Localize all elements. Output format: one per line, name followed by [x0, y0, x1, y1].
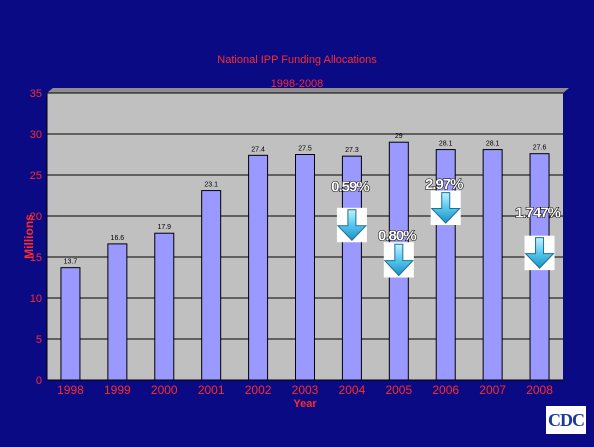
- x-tick-label: 2004: [339, 383, 366, 397]
- plot-top-edge: [47, 88, 569, 93]
- data-label: 27.4: [251, 146, 265, 153]
- y-tick-label: 30: [30, 129, 42, 141]
- percent-label: 2.97%: [425, 176, 463, 193]
- x-tick-label: 2007: [479, 383, 506, 397]
- y-tick-label: 15: [30, 252, 42, 264]
- data-label: 27.6: [533, 145, 547, 152]
- y-tick-label: 0: [36, 375, 42, 387]
- cdc-logo: CDC: [545, 405, 587, 435]
- percent-label: 1.747%: [515, 205, 561, 222]
- y-tick-label: 20: [30, 211, 42, 223]
- down-arrow-icon: [524, 237, 555, 269]
- x-tick-label: 2006: [432, 383, 459, 397]
- bar-2007: [482, 149, 503, 381]
- bar-1999: [107, 243, 128, 381]
- x-tick-label: 1998: [57, 383, 84, 397]
- bar-1998: [60, 267, 81, 381]
- data-label: 17.9: [157, 224, 171, 231]
- down-arrow-icon: [383, 243, 414, 277]
- cdc-logo-text: CDC: [548, 409, 585, 430]
- y-tick-label: 10: [30, 293, 42, 305]
- data-label: 28.1: [439, 141, 453, 148]
- percent-label: 0.80%: [378, 228, 416, 245]
- x-tick-label: 2000: [151, 383, 178, 397]
- data-label: 28.1: [486, 141, 500, 148]
- chart-subtitle: 1998-2008: [270, 78, 324, 90]
- x-tick-label: 2003: [292, 383, 319, 397]
- bar-2002: [248, 154, 269, 381]
- x-tick-label: 2002: [245, 383, 272, 397]
- percent-label: 0.59%: [331, 178, 369, 195]
- chart-title: National IPP Funding Allocations: [217, 54, 377, 66]
- data-label: 23.1: [204, 182, 218, 189]
- bar-2001: [201, 190, 222, 381]
- data-label: 16.6: [111, 235, 125, 242]
- down-arrow-icon: [430, 192, 461, 224]
- x-axis-title: Year: [293, 398, 317, 410]
- x-tick-label: 2001: [198, 383, 225, 397]
- x-tick-label: 1999: [104, 383, 131, 397]
- data-label: 27.3: [345, 147, 359, 154]
- bar-2000: [154, 232, 175, 381]
- down-arrow-icon: [336, 209, 368, 241]
- bar-2003: [295, 154, 315, 381]
- y-axis-title: Millions: [22, 214, 36, 259]
- y-tick-label: 5: [36, 334, 42, 346]
- y-tick-label: 25: [30, 170, 42, 182]
- data-label: 13.7: [64, 259, 78, 266]
- y-tick-label: 35: [30, 88, 42, 100]
- x-tick-label: 2005: [385, 383, 412, 397]
- data-label: 27.5: [298, 146, 312, 153]
- x-tick-label: 2008: [526, 383, 553, 397]
- data-label: 29: [395, 133, 403, 140]
